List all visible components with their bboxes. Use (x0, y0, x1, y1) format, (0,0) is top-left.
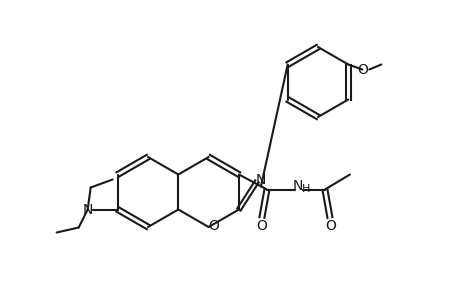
Text: O: O (256, 220, 267, 233)
Text: N: N (255, 173, 266, 188)
Text: H: H (301, 184, 309, 194)
Text: O: O (325, 220, 336, 233)
Text: O: O (356, 62, 367, 76)
Text: O: O (208, 219, 218, 233)
Text: N: N (292, 179, 302, 194)
Text: N: N (82, 202, 93, 217)
